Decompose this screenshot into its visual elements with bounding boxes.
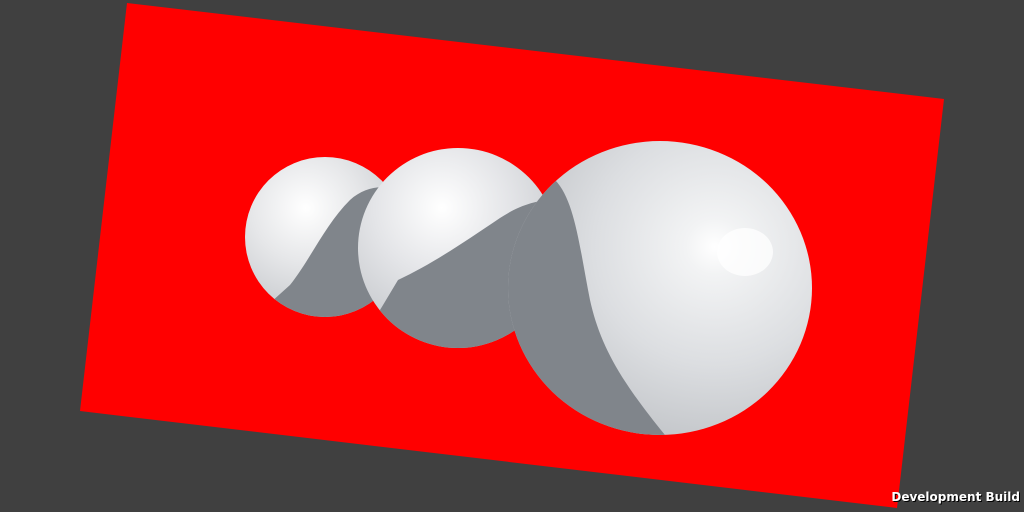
sphere-large: [508, 141, 812, 435]
sphere-medium: [358, 148, 558, 348]
development-build-label: Development Build: [891, 490, 1020, 504]
